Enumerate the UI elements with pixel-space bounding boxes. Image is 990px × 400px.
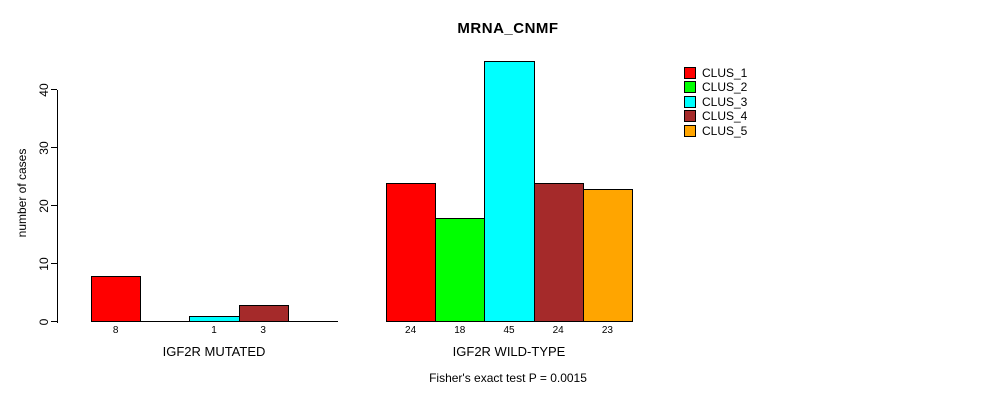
y-tick-label-0: 0 (37, 318, 51, 326)
legend-label-clus-1: CLUS_1 (702, 65, 748, 80)
legend-label-clus-4: CLUS_4 (702, 109, 748, 123)
bar-clus-2-igf2r-wild-type (435, 218, 486, 322)
bar-clus-1-igf2r-wild-type (386, 183, 437, 322)
y-tick-label-10: 10 (37, 257, 51, 271)
bar-clus-5-igf2r-wild-type (582, 189, 633, 322)
bar-value-label-clus-1-igf2r-mutated: 8 (112, 325, 119, 336)
bar-value-label-clus-3-igf2r-mutated: 1 (211, 325, 217, 336)
y-tick-0 (51, 321, 57, 322)
bar-value-label-clus-4-igf2r-wild-type: 24 (552, 325, 564, 336)
bar-clus-3-igf2r-wild-type (484, 61, 535, 322)
bar-value-label-clus-2-igf2r-wild-type: 18 (454, 325, 466, 336)
bar-value-label-clus-4-igf2r-mutated: 3 (260, 325, 266, 336)
x-group-label-igf2r-wild-type: IGF2R WILD-TYPE (452, 344, 566, 359)
bar-clus-1-igf2r-mutated (91, 276, 142, 322)
y-tick-30 (51, 147, 57, 148)
legend-item-clus-1: CLUS_1 (684, 65, 748, 80)
bar-value-label-clus-3-igf2r-wild-type: 45 (503, 325, 515, 336)
legend-swatch-clus-3 (684, 95, 696, 108)
y-tick-label-30: 30 (37, 141, 51, 155)
legend-swatch-clus-5 (684, 124, 696, 137)
y-tick-label-20: 20 (37, 199, 51, 213)
legend-swatch-clus-1 (684, 66, 696, 79)
zero-bar-clus-2-igf2r-mutated (140, 321, 191, 322)
y-tick-40 (51, 89, 57, 90)
y-tick-10 (51, 263, 57, 264)
bar-clus-4-igf2r-mutated (238, 305, 289, 322)
legend-item-clus-4: CLUS_4 (684, 109, 748, 123)
legend-item-clus-2: CLUS_2 (684, 80, 748, 94)
legend-swatch-clus-2 (684, 81, 696, 93)
zero-bar-clus-5-igf2r-mutated (287, 321, 338, 322)
legend-label-clus-2: CLUS_2 (702, 80, 748, 94)
legend-item-clus-3: CLUS_3 (684, 94, 748, 109)
bar-clus-4-igf2r-wild-type (533, 183, 584, 322)
legend-label-clus-5: CLUS_5 (702, 123, 748, 138)
chart-title: MRNA_CNMF (457, 20, 559, 37)
bar-value-label-clus-5-igf2r-wild-type: 23 (601, 325, 613, 336)
fisher-test-annotation: Fisher's exact test P = 0.0015 (429, 371, 587, 385)
y-axis-line (57, 90, 58, 323)
x-group-label-igf2r-mutated: IGF2R MUTATED (162, 344, 266, 359)
legend-item-clus-5: CLUS_5 (684, 123, 748, 138)
bar-clus-3-igf2r-mutated (189, 316, 240, 322)
bar-value-label-clus-1-igf2r-wild-type: 24 (405, 325, 417, 336)
legend-label-clus-3: CLUS_3 (702, 94, 748, 109)
y-tick-20 (51, 205, 57, 206)
y-tick-label-40: 40 (37, 83, 51, 97)
legend-swatch-clus-4 (684, 110, 696, 122)
